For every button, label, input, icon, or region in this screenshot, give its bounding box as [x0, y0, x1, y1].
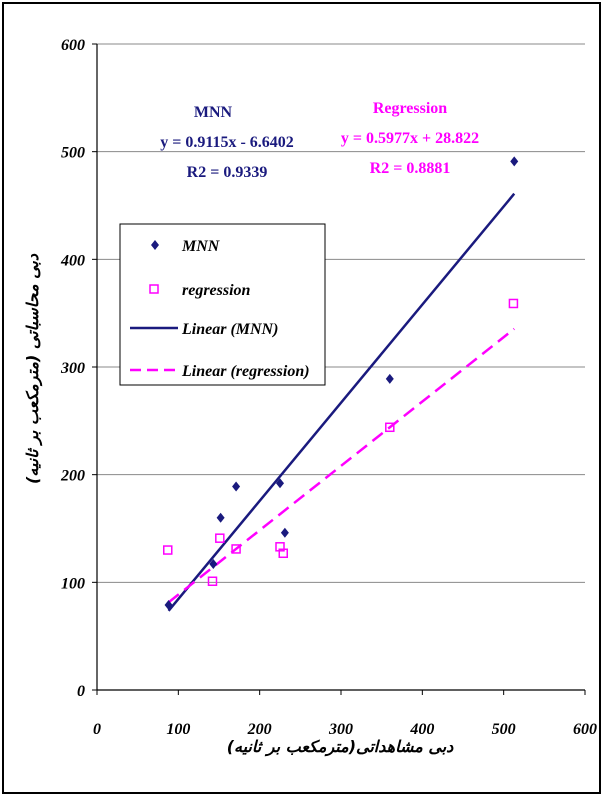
x-tick-label-200: 200	[247, 721, 272, 738]
mnn-point-6	[385, 373, 394, 384]
y-tick-label-400: 400	[60, 252, 85, 269]
mnn-annotation-title: MNN	[194, 104, 233, 121]
x-tick-label-300: 300	[328, 721, 353, 738]
y-tick-label-500: 500	[61, 145, 85, 162]
trendlines	[167, 192, 516, 612]
x-tick-label-500: 500	[492, 721, 516, 738]
legend-regression-label: regression	[182, 282, 251, 299]
mnn-point-0	[164, 599, 173, 610]
legend-linear-regression-label: Linear (regression)	[181, 363, 310, 380]
mnn-point-5	[280, 527, 289, 538]
legend-linear-mnn-label: Linear (MNN)	[181, 321, 278, 338]
trendline-mnn	[167, 192, 516, 612]
y-tick-label-200: 200	[60, 468, 85, 485]
x-tick-label-100: 100	[166, 721, 190, 738]
y-tick-label-300: 300	[60, 360, 85, 377]
regression-point-5	[278, 548, 289, 559]
legend-mnn-marker	[151, 240, 159, 250]
regression-point-0	[163, 545, 173, 555]
mnn-point-4	[276, 478, 284, 489]
legend-regression-marker	[149, 284, 159, 294]
regression-annotation-equation: y = 0.5977x + 28.822	[341, 130, 479, 147]
x-tick-label-0: 0	[93, 721, 101, 738]
y-tick-label-600: 600	[61, 37, 85, 54]
legend: MNN regression Linear (MNN) Linear (regr…	[119, 223, 326, 386]
regression-annotation-r2: R2 = 0.8881	[370, 160, 451, 177]
mnn-point-3	[232, 481, 241, 492]
y-axis-label: دبی محاسباتی (مترمکعب بر ثانیه)	[23, 253, 43, 484]
axes	[92, 43, 586, 695]
legend-mnn-label: MNN	[181, 238, 221, 255]
mnn-annotation-r2: R2 = 0.9339	[187, 164, 268, 181]
regression-point-3	[231, 544, 241, 554]
data-points	[163, 156, 519, 610]
y-tick-label-0: 0	[77, 683, 85, 700]
trendline-regression	[167, 327, 516, 604]
mnn-point-7	[510, 156, 519, 167]
regression-point-1	[207, 576, 218, 587]
y-tick-label-100: 100	[61, 575, 85, 592]
regression-point-2	[215, 533, 225, 543]
mnn-point-2	[216, 512, 225, 523]
regression-annotation-title: Regression	[373, 100, 447, 117]
x-axis-label: دبی مشاهداتی(مترمکعب بر ثانیه)	[227, 737, 454, 757]
mnn-point-1	[209, 559, 218, 570]
legend-box	[119, 223, 326, 386]
x-tick-labels: 0 100 200 300 400 500 600	[93, 721, 597, 738]
y-tick-labels: 0 100 200 300 400 500 600	[60, 37, 85, 700]
regression-point-7	[508, 298, 519, 309]
regression-point-6	[385, 422, 395, 433]
mnn-annotation-equation: y = 0.9115x - 6.6402	[160, 134, 294, 151]
x-tick-label-400: 400	[409, 721, 434, 738]
x-tick-label-600: 600	[573, 721, 597, 738]
